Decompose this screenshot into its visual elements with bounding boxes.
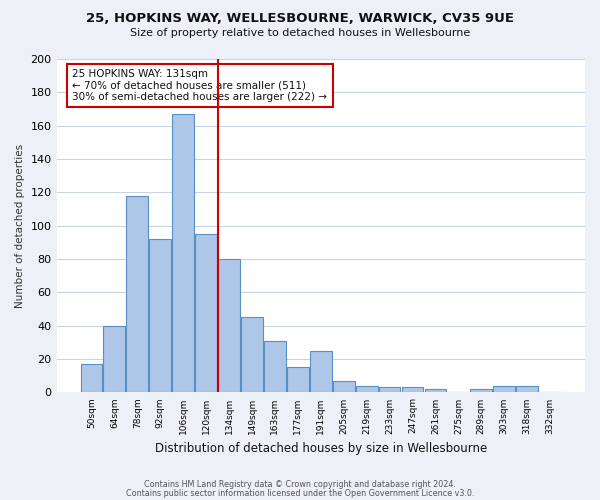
Bar <box>425 389 446 392</box>
Bar <box>310 351 332 393</box>
Bar <box>103 326 125 392</box>
Text: Contains public sector information licensed under the Open Government Licence v3: Contains public sector information licen… <box>126 488 474 498</box>
Text: 25 HOPKINS WAY: 131sqm
← 70% of detached houses are smaller (511)
30% of semi-de: 25 HOPKINS WAY: 131sqm ← 70% of detached… <box>73 69 328 102</box>
Bar <box>401 388 424 392</box>
Bar <box>127 196 148 392</box>
Bar <box>493 386 515 392</box>
Bar <box>516 386 538 392</box>
Text: Contains HM Land Registry data © Crown copyright and database right 2024.: Contains HM Land Registry data © Crown c… <box>144 480 456 489</box>
Text: 25, HOPKINS WAY, WELLESBOURNE, WARWICK, CV35 9UE: 25, HOPKINS WAY, WELLESBOURNE, WARWICK, … <box>86 12 514 26</box>
Bar <box>195 234 217 392</box>
Bar <box>379 388 400 392</box>
Bar <box>149 239 171 392</box>
Bar <box>218 259 240 392</box>
Y-axis label: Number of detached properties: Number of detached properties <box>15 144 25 308</box>
Bar <box>172 114 194 392</box>
Bar <box>287 368 309 392</box>
Bar <box>333 381 355 392</box>
X-axis label: Distribution of detached houses by size in Wellesbourne: Distribution of detached houses by size … <box>155 442 487 455</box>
Bar <box>356 386 377 392</box>
Bar <box>470 389 492 392</box>
Bar <box>264 340 286 392</box>
Bar <box>80 364 103 392</box>
Text: Size of property relative to detached houses in Wellesbourne: Size of property relative to detached ho… <box>130 28 470 38</box>
Bar <box>241 318 263 392</box>
